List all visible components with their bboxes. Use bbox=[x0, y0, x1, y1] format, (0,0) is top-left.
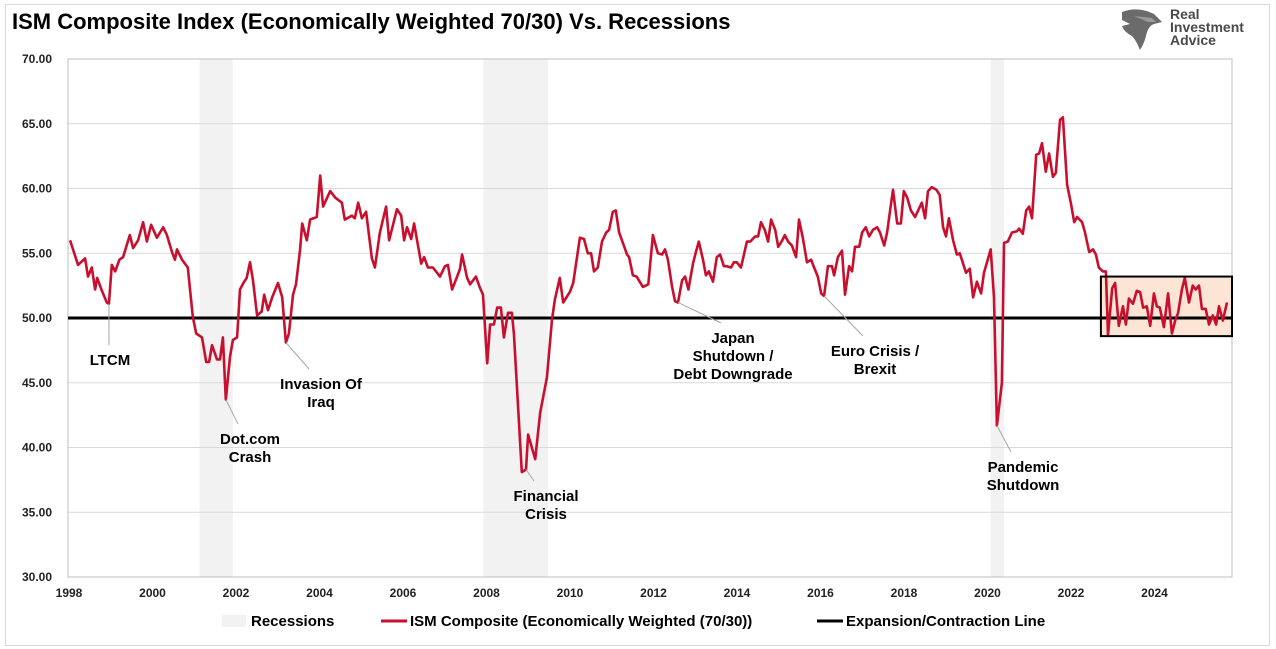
y-tick-label: 70.00 bbox=[22, 52, 52, 66]
x-tick-label: 2010 bbox=[557, 586, 584, 600]
annotation-label: Debt Downgrade bbox=[673, 366, 792, 383]
x-tick-label: 2022 bbox=[1058, 586, 1085, 600]
x-tick-label: 2024 bbox=[1141, 586, 1168, 600]
chart-frame bbox=[5, 4, 1270, 646]
y-tick-label: 55.00 bbox=[22, 246, 52, 260]
chart-title: ISM Composite Index (Economically Weight… bbox=[12, 9, 731, 34]
legend-label: Expansion/Contraction Line bbox=[846, 613, 1045, 630]
x-tick-label: 2008 bbox=[473, 586, 500, 600]
x-tick-label: 2018 bbox=[891, 586, 918, 600]
annotation-label: LTCM bbox=[90, 352, 131, 369]
annotation-leader-line bbox=[677, 302, 722, 324]
annotation-label: Financial bbox=[513, 488, 578, 505]
y-tick-label: 30.00 bbox=[22, 570, 52, 584]
x-tick-label: 2004 bbox=[306, 586, 333, 600]
y-tick-label: 65.00 bbox=[22, 117, 52, 131]
annotation-label: Crisis bbox=[525, 506, 567, 523]
highlight-box-border bbox=[1099, 275, 1234, 338]
eagle-icon bbox=[1122, 9, 1162, 50]
logo-line: Real bbox=[1170, 6, 1200, 22]
annotation-label: Invasion Of bbox=[280, 376, 363, 393]
annotation-label: Iraq bbox=[307, 394, 335, 411]
logo-line: Advice bbox=[1170, 32, 1216, 48]
logo-line: Investment bbox=[1170, 19, 1244, 35]
y-tick-label: 40.00 bbox=[22, 441, 52, 455]
legend-label: ISM Composite (Economically Weighted (70… bbox=[410, 613, 752, 630]
x-tick-label: 2016 bbox=[807, 586, 834, 600]
y-tick-label: 35.00 bbox=[22, 505, 52, 519]
annotation-leader-line bbox=[225, 399, 239, 425]
x-tick-label: 2000 bbox=[139, 586, 166, 600]
x-tick-label: 2014 bbox=[724, 586, 751, 600]
annotation-label: Shutdown / bbox=[693, 348, 775, 365]
ism-composite-line bbox=[68, 116, 1229, 474]
annotation-label: Dot.com bbox=[220, 431, 280, 448]
annotation-label: Brexit bbox=[854, 361, 897, 378]
x-tick-label: 2002 bbox=[223, 586, 250, 600]
annotation-leader-line bbox=[823, 295, 864, 337]
annotation-label: Crash bbox=[229, 449, 272, 466]
annotation-leader-line bbox=[996, 425, 1012, 453]
legend-swatch-recessions bbox=[222, 615, 246, 627]
annotation-label: Pandemic bbox=[988, 459, 1059, 476]
logo: Real Investment Advice bbox=[1118, 6, 1258, 52]
annotation-label: Japan bbox=[711, 330, 754, 347]
y-tick-label: 50.00 bbox=[22, 311, 52, 325]
annotation-label: Euro Crisis / bbox=[831, 343, 920, 360]
annotation-leader-line bbox=[285, 342, 310, 370]
x-tick-label: 2020 bbox=[974, 586, 1001, 600]
y-tick-label: 45.00 bbox=[22, 376, 52, 390]
x-tick-label: 2006 bbox=[390, 586, 417, 600]
annotation-leader-line bbox=[525, 469, 535, 482]
annotation-label: Shutdown bbox=[987, 477, 1059, 494]
x-tick-label: 1998 bbox=[56, 586, 83, 600]
y-tick-label: 60.00 bbox=[22, 182, 52, 196]
x-tick-label: 2012 bbox=[640, 586, 667, 600]
legend-label: Recessions bbox=[251, 613, 334, 630]
